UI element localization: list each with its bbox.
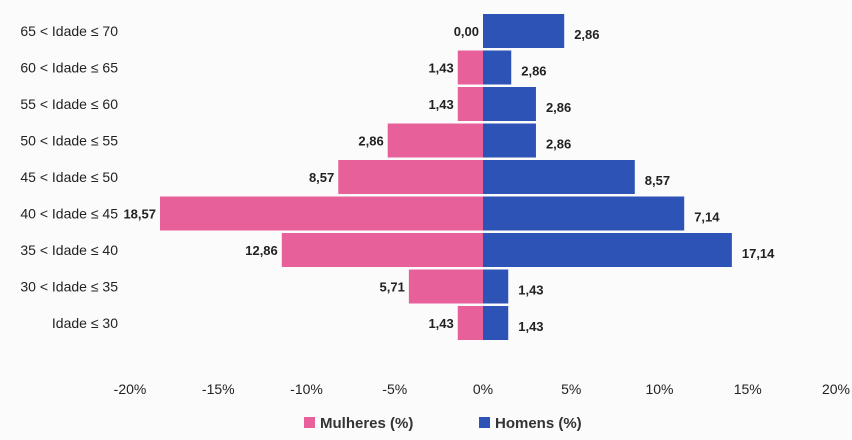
bar-mulheres	[457, 306, 483, 340]
data-label-mulheres: 12,86	[245, 243, 278, 258]
x-tick-label: 0%	[473, 381, 493, 397]
bar-homens	[483, 87, 536, 121]
data-label-mulheres: 1,43	[428, 97, 453, 112]
data-label-homens: 1,43	[518, 319, 543, 334]
data-label-homens: 1,43	[518, 283, 543, 298]
x-tick-label: -20%	[114, 381, 147, 397]
bar-homens	[483, 160, 635, 194]
data-label-homens: 7,14	[694, 210, 720, 225]
bar-homens	[483, 269, 509, 304]
data-label-homens: 2,86	[574, 27, 599, 42]
category-label: Idade ≤ 30	[52, 315, 118, 331]
category-label: 65 < Idade ≤ 70	[20, 23, 118, 39]
x-tick-label: 20%	[822, 381, 850, 397]
category-label: 50 < Idade ≤ 55	[20, 133, 118, 149]
bar-mulheres	[457, 50, 483, 85]
x-tick-label: -15%	[202, 381, 235, 397]
data-label-mulheres: 5,71	[380, 280, 405, 295]
bar-homens	[483, 196, 685, 231]
data-label-homens: 17,14	[742, 246, 775, 261]
bar-mulheres	[457, 87, 483, 121]
data-label-mulheres: 0,00	[454, 24, 479, 39]
bar-mulheres	[160, 196, 483, 231]
legend-swatch-homens	[479, 417, 490, 428]
bar-mulheres	[408, 269, 483, 304]
data-label-mulheres: 2,86	[358, 134, 383, 149]
x-tick-label: 5%	[561, 381, 581, 397]
category-label: 35 < Idade ≤ 40	[20, 242, 118, 258]
bars-group	[160, 14, 732, 340]
x-tick-label: 15%	[734, 381, 762, 397]
bar-homens	[483, 233, 732, 267]
legend: Mulheres (%) Homens (%)	[304, 415, 582, 432]
x-tick-label: -10%	[290, 381, 323, 397]
data-label-homens: 8,57	[645, 173, 670, 188]
data-label-mulheres: 8,57	[309, 170, 334, 185]
data-label-mulheres: 1,43	[428, 316, 453, 331]
category-label: 30 < Idade ≤ 35	[20, 279, 118, 295]
x-tick-label: 10%	[645, 381, 673, 397]
bar-mulheres	[387, 123, 483, 158]
bar-homens	[483, 306, 509, 340]
category-label: 60 < Idade ≤ 65	[20, 60, 118, 76]
bar-homens	[483, 50, 512, 85]
data-label-homens: 2,86	[546, 100, 571, 115]
bar-homens	[483, 14, 565, 48]
data-label-mulheres: 1,43	[428, 61, 453, 76]
data-label-homens: 2,86	[546, 137, 571, 152]
x-tick-label: -5%	[382, 381, 407, 397]
data-label-homens: 2,86	[521, 64, 546, 79]
data-label-mulheres: 18,57	[123, 207, 156, 222]
legend-label-mulheres: Mulheres (%)	[320, 415, 413, 432]
category-label: 45 < Idade ≤ 50	[20, 169, 118, 185]
bar-mulheres	[281, 233, 483, 267]
bar-mulheres	[338, 160, 483, 194]
category-labels: 65 < Idade ≤ 70 60 < Idade ≤ 65 55 < Idade…	[20, 23, 118, 331]
legend-label-homens: Homens (%)	[495, 415, 582, 432]
x-axis-ticks: -20% -15% -10% -5% 0% 5% 10% 15% 20%	[114, 381, 850, 397]
bar-homens	[483, 123, 536, 158]
category-label: 55 < Idade ≤ 60	[20, 96, 118, 112]
legend-swatch-mulheres	[304, 417, 315, 428]
data-labels: 0,00 2,86 1,43 2,86 1,43 2,86 2,86 2,86 8,57 8,57…	[123, 24, 775, 334]
category-label: 40 < Idade ≤ 45	[20, 206, 118, 222]
